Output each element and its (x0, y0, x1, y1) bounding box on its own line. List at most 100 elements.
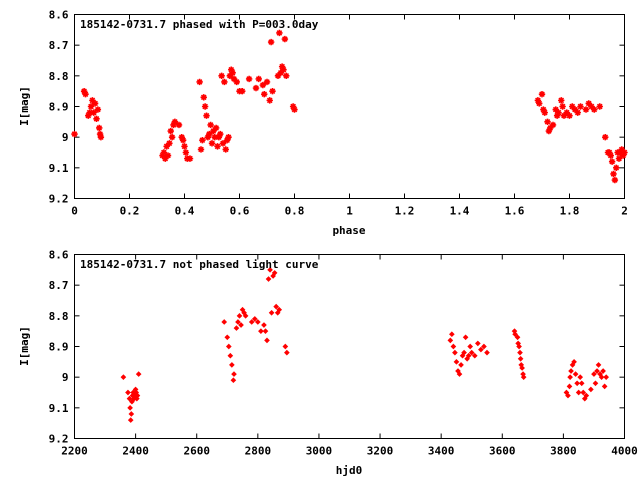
data-point (538, 91, 546, 98)
y-tick-labels: 8.6 8.7 8.8 8.9 9 9.1 9.2 (49, 249, 69, 446)
data-point (610, 170, 617, 178)
data-point (588, 386, 594, 393)
data-point (171, 118, 179, 126)
data-point (471, 352, 478, 359)
data-point (181, 143, 188, 150)
data-point (544, 118, 551, 126)
data-point (467, 343, 474, 350)
data-point (222, 146, 229, 153)
data-point (583, 392, 590, 399)
x-tick-label: 3000 (306, 445, 333, 458)
data-point (197, 146, 205, 153)
data-point (263, 78, 271, 86)
data-point (168, 133, 176, 141)
data-point (574, 109, 581, 116)
data-point (160, 149, 168, 156)
x-axis-label: phase (332, 224, 365, 237)
ticks (74, 14, 625, 199)
data-point (235, 319, 241, 325)
data-point (453, 359, 460, 365)
data-point (182, 149, 190, 156)
data-point (224, 334, 231, 341)
y-axis-label: I[mag] (18, 86, 31, 126)
data-point (212, 124, 220, 132)
data-point (261, 322, 267, 328)
data-point (618, 146, 625, 153)
x-tick-label: 2400 (122, 445, 149, 458)
data-point (553, 112, 561, 119)
x-tick-labels: 2200 2400 2600 2800 3000 3200 3400 3600 3800 4000 (61, 445, 638, 458)
data-point (196, 78, 203, 86)
x-tick-label: 2600 (183, 445, 210, 458)
data-point (230, 75, 238, 83)
data-point (565, 392, 571, 399)
data-point (267, 38, 275, 46)
data-point (214, 143, 221, 150)
data-point (607, 152, 614, 159)
data-point (534, 97, 542, 104)
data-point (186, 155, 194, 162)
y-tick-label: 9.1 (49, 162, 69, 175)
data-point (276, 306, 283, 313)
data-point (568, 368, 574, 374)
data-point (512, 331, 518, 338)
data-point (238, 322, 244, 328)
x-tick-label: 0.8 (285, 205, 305, 218)
x-tick-label: 1.8 (560, 205, 580, 218)
data-point (595, 362, 602, 368)
y-tick-label: 8.7 (49, 39, 69, 52)
data-point (89, 97, 96, 104)
data-point (619, 152, 627, 159)
data-point (127, 417, 134, 423)
y-tick-labels: 8.6 8.7 8.8 8.9 9 9.1 9.2 (49, 9, 69, 206)
phased-light-curve-panel: 0 0.2 0.4 0.6 0.8 1 1.2 1.4 1.6 1.8 2 8.6 8.7 8.8 8.9… (18, 9, 628, 238)
data-point (566, 112, 573, 119)
data-point (163, 143, 170, 150)
x-tick-labels: 0 0.2 0.4 0.6 0.8 1 1.2 1.4 1.6 1.8 2 (71, 205, 628, 218)
data-point (600, 368, 606, 374)
data-point (481, 343, 487, 350)
data-point (82, 91, 89, 98)
data-point (569, 103, 576, 110)
data-point (549, 121, 557, 129)
data-point (578, 380, 585, 387)
data-point (284, 349, 290, 356)
data-point (128, 411, 135, 417)
data-point (167, 127, 174, 135)
data-point (278, 63, 286, 70)
data-point (608, 158, 616, 165)
data-point (255, 319, 261, 325)
data-point (517, 349, 523, 356)
x-tick-label: 0.2 (120, 205, 140, 218)
data-point (520, 374, 527, 380)
data-point (203, 112, 210, 119)
data-point (601, 383, 608, 390)
data-point (572, 371, 579, 377)
data-point (458, 362, 464, 368)
data-point (199, 137, 206, 144)
data-point (268, 309, 275, 316)
data-point (577, 103, 584, 110)
data-point (585, 100, 592, 107)
data-point (461, 349, 467, 356)
data-point (592, 380, 599, 387)
data-point (291, 106, 298, 113)
data-point (229, 69, 236, 76)
y-tick-label: 8.8 (49, 70, 69, 83)
data-point (580, 389, 587, 396)
x-tick-label: 2 (621, 205, 628, 218)
data-point (233, 325, 240, 331)
data-point (541, 109, 548, 116)
data-point (547, 124, 554, 132)
data-point (571, 106, 579, 113)
data-point (449, 331, 455, 338)
data-point (233, 78, 240, 86)
data-point (289, 103, 297, 110)
data-point (475, 340, 481, 347)
data-point (465, 352, 472, 359)
data-points (120, 267, 609, 423)
data-point (269, 87, 276, 95)
data-point (519, 365, 525, 371)
data-point (606, 149, 613, 156)
data-point (221, 319, 228, 325)
